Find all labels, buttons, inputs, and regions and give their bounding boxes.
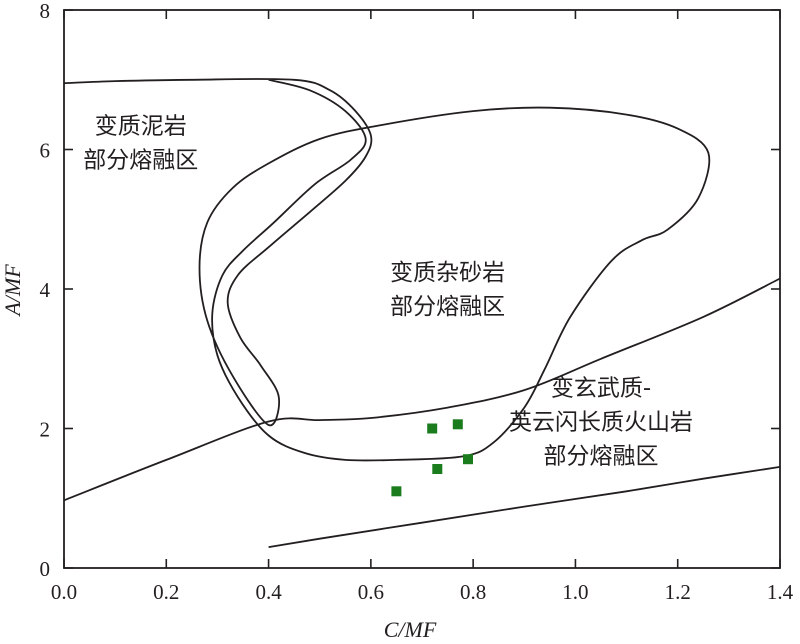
data-point <box>452 419 463 430</box>
x-tick-label: 1.4 <box>767 580 794 604</box>
data-point <box>432 464 443 474</box>
field-label-greywacke: 变质杂砂岩部分熔融区 <box>390 260 505 320</box>
y-tick-label: 0 <box>40 557 51 581</box>
x-tick-label: 1.2 <box>665 580 691 604</box>
field-label-line: 部分熔融区 <box>390 294 505 320</box>
field-boundaries <box>63 78 781 548</box>
data-point <box>391 486 402 497</box>
x-tick-label: 0.4 <box>255 580 282 604</box>
x-tick-label: 0.0 <box>51 580 77 604</box>
x-tick-label: 0.2 <box>153 580 179 604</box>
boundary-metapelite <box>63 78 711 462</box>
field-label-metabasalt: 变玄武质- 英云闪长质火山岩部分熔融区 <box>509 376 693 470</box>
x-tick-label: 0.6 <box>358 580 384 604</box>
data-point <box>463 454 473 465</box>
x-axis-title: C/MF <box>384 617 437 642</box>
data-points <box>391 419 473 497</box>
y-tick-label: 2 <box>40 418 51 442</box>
field-label-line: 变质杂砂岩 <box>390 260 505 286</box>
y-tick-label: 8 <box>40 0 51 23</box>
field-label-line: 变玄武质- <box>551 376 651 402</box>
field-label-line: 部分熔融区 <box>83 148 198 174</box>
field-label-line: 英云闪长质火山岩 <box>509 410 693 436</box>
field-label-metapelite: 变质泥岩部分熔融区 <box>83 114 198 174</box>
boundary-metabasalt <box>63 277 781 502</box>
x-tick-label: 0.8 <box>460 580 486 604</box>
y-tick-label: 4 <box>40 278 51 302</box>
field-label-line: 部分熔融区 <box>544 444 659 470</box>
y-tick-label: 6 <box>40 139 51 163</box>
y-axis-title: A/MF <box>0 264 25 318</box>
boundary-lower-boundary <box>268 466 781 548</box>
data-point <box>427 423 438 434</box>
axis-ticks: 0.0 0.2 0.4 0.6 0.8 1.0 1.2 1.4 0 2 4 6 8 <box>40 0 794 604</box>
field-label-line: 变质泥岩 <box>95 114 187 140</box>
x-tick-label: 1.0 <box>562 580 588 604</box>
